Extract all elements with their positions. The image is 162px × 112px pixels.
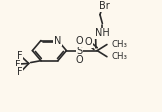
Text: CH₃: CH₃ bbox=[111, 40, 127, 49]
Text: NH: NH bbox=[95, 28, 110, 38]
Text: Br: Br bbox=[99, 1, 110, 11]
Text: S: S bbox=[76, 46, 82, 56]
Text: F: F bbox=[17, 51, 23, 61]
Text: N: N bbox=[54, 36, 62, 46]
Text: CH₃: CH₃ bbox=[111, 52, 127, 61]
Text: O: O bbox=[75, 36, 83, 46]
Text: F: F bbox=[15, 60, 21, 70]
Text: O: O bbox=[75, 55, 83, 65]
Text: F: F bbox=[17, 67, 23, 77]
Text: O: O bbox=[84, 37, 92, 47]
